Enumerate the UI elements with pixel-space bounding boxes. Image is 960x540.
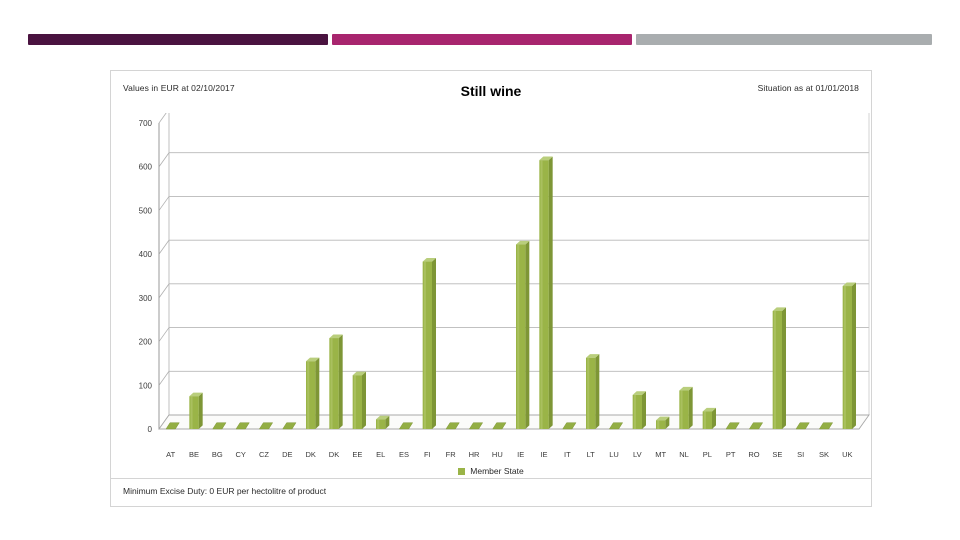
bar-de-5[interactable] — [282, 422, 297, 430]
bar-uk-29[interactable] — [842, 282, 856, 429]
chart-title: Still wine — [460, 83, 522, 99]
x-axis-tick-labels: AT BE BG CY CZ DE DK DK EE EL ES FI FR HR HU IE IE IT LT LU… — [166, 450, 852, 459]
chart-header: Values in EUR at 02/10/2017 Still wine S… — [111, 71, 871, 113]
bar-at-0[interactable] — [165, 422, 180, 430]
legend-label-member-state: Member State — [470, 466, 524, 476]
x-axis-tick-label: MT — [655, 450, 666, 459]
x-axis-tick-label: EE — [352, 450, 362, 459]
y-axis-tick-label: 100 — [139, 381, 153, 390]
y-axis-tick-label: 400 — [139, 250, 153, 259]
x-axis-tick-label: SE — [772, 450, 782, 459]
x-axis-tick-label: DK — [329, 450, 339, 459]
gridlines-group — [158, 113, 869, 430]
x-axis-tick-label: PT — [726, 450, 736, 459]
x-axis-tick-label: DE — [282, 450, 292, 459]
bar-mt-21[interactable] — [656, 416, 670, 429]
axis-group — [158, 113, 870, 429]
bar-chart-svg: 0 100 200 300 400 500 600 700 AT BE BG CY CZ DE DK DK E… — [139, 113, 870, 459]
bar-fi-11[interactable] — [422, 257, 436, 429]
bar-ee-8[interactable] — [352, 371, 366, 429]
bars-group — [165, 156, 856, 430]
y-axis-tick-label: 0 — [148, 425, 153, 434]
x-axis-tick-label: LU — [609, 450, 619, 459]
band-bar-magenta — [332, 34, 632, 45]
y-axis-tick-label: 600 — [139, 163, 153, 172]
bar-it-17[interactable] — [562, 422, 577, 430]
y-axis-tick-label: 300 — [139, 294, 153, 303]
x-axis-tick-label: EL — [376, 450, 385, 459]
y-axis-tick-labels: 0 100 200 300 400 500 600 700 — [139, 119, 153, 434]
x-axis-tick-label: UK — [842, 450, 852, 459]
bar-bg-2[interactable] — [212, 422, 227, 430]
x-axis-tick-label: DK — [305, 450, 315, 459]
x-axis-tick-label: SI — [797, 450, 804, 459]
bar-nl-22[interactable] — [679, 386, 693, 429]
bar-si-27[interactable] — [795, 422, 810, 430]
bar-lu-19[interactable] — [608, 422, 624, 430]
x-axis-tick-label: SK — [819, 450, 829, 459]
x-axis-tick-label: IT — [564, 450, 571, 459]
bar-cy-3[interactable] — [235, 422, 250, 430]
band-bar-dark-purple — [28, 34, 328, 45]
x-axis-tick-label: IE — [540, 450, 547, 459]
bar-ie-15[interactable] — [516, 240, 530, 429]
x-axis-tick-label: ES — [399, 450, 409, 459]
x-axis-tick-label: BG — [212, 450, 223, 459]
x-axis-tick-label: HR — [469, 450, 480, 459]
bar-es-10[interactable] — [398, 422, 414, 430]
band-bar-grey — [636, 34, 932, 45]
x-axis-tick-label: AT — [166, 450, 175, 459]
x-axis-tick-label: IE — [517, 450, 524, 459]
y-axis-tick-label: 500 — [139, 206, 153, 215]
minimum-excise-duty-note: Minimum Excise Duty: 0 EUR per hectolitr… — [123, 486, 327, 496]
x-axis-tick-label: FR — [446, 450, 457, 459]
bar-cz-4[interactable] — [258, 422, 274, 430]
x-axis-tick-label: CZ — [259, 450, 269, 459]
x-axis-tick-label: HU — [492, 450, 503, 459]
x-axis-tick-label: NL — [679, 450, 689, 459]
x-axis-tick-label: BE — [189, 450, 199, 459]
bar-fr-12[interactable] — [445, 422, 460, 430]
situation-date-note: Situation as at 01/01/2018 — [757, 83, 859, 93]
bar-ro-25[interactable] — [748, 422, 764, 430]
bar-el-9[interactable] — [376, 415, 390, 429]
bar-lv-20[interactable] — [632, 391, 646, 429]
legend-swatch-member-state — [458, 467, 466, 475]
x-axis-tick-label: LV — [633, 450, 642, 459]
x-axis-tick-label: PL — [703, 450, 712, 459]
chart-footer: Minimum Excise Duty: 0 EUR per hectolitr… — [111, 478, 871, 506]
bar-pl-23[interactable] — [702, 407, 716, 429]
x-axis-tick-label: FI — [424, 450, 431, 459]
chart-container: Values in EUR at 02/10/2017 Still wine S… — [110, 70, 872, 507]
bar-ie-16[interactable] — [539, 156, 553, 430]
bar-dk-6[interactable] — [306, 357, 320, 429]
x-axis-tick-label: RO — [748, 450, 759, 459]
y-axis-tick-label: 200 — [139, 338, 153, 347]
x-axis-tick-label: LT — [587, 450, 596, 459]
x-axis-tick-label: CY — [235, 450, 245, 459]
bar-pt-24[interactable] — [725, 422, 740, 430]
top-decorative-band — [0, 0, 960, 62]
bar-lt-18[interactable] — [586, 354, 600, 429]
bar-be-1[interactable] — [189, 392, 203, 429]
bar-se-26[interactable] — [772, 307, 786, 429]
bar-hr-13[interactable] — [468, 422, 484, 430]
values-currency-date-note: Values in EUR at 02/10/2017 — [123, 83, 235, 93]
plot-area: 0 100 200 300 400 500 600 700 AT BE BG CY CZ DE DK DK E… — [111, 113, 873, 466]
bar-hu-14[interactable] — [492, 422, 507, 430]
y-axis-tick-label: 700 — [139, 119, 153, 128]
bar-sk-28[interactable] — [818, 422, 834, 430]
bar-dk-7[interactable] — [329, 334, 343, 429]
chart-legend: Member State — [111, 466, 871, 476]
